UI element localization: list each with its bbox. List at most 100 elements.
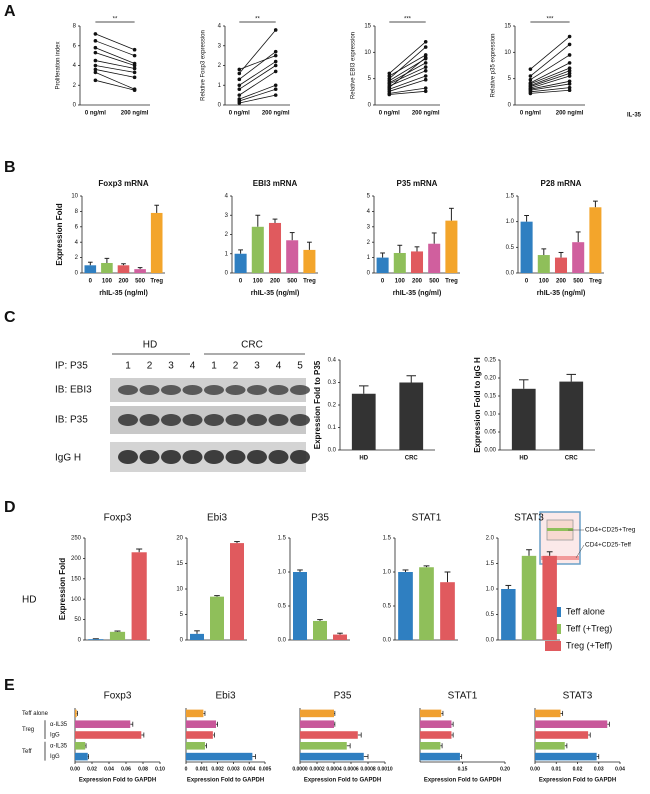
significance: ***: [546, 17, 554, 23]
transwell: [539, 511, 581, 565]
y-tick-label: 1: [225, 251, 229, 257]
x-tick-label: Treg: [445, 279, 458, 285]
pair-line: [389, 79, 426, 92]
blot-band: [139, 385, 160, 395]
pair-line: [95, 69, 135, 78]
y-tick-label: 6: [73, 43, 77, 49]
legend-swatch: [545, 641, 561, 651]
bar: [376, 257, 389, 273]
x-tick-label: CRC: [565, 456, 579, 462]
x-tick-label: 0 ng/ml: [85, 111, 106, 117]
bar: [399, 382, 424, 450]
pair-line: [389, 66, 426, 85]
point: [273, 83, 278, 88]
point: [237, 67, 242, 72]
x-tick-label: 0 ng/ml: [229, 111, 250, 117]
y-tick-label: 5: [508, 76, 512, 82]
y-tick-label: 0.0: [486, 638, 495, 644]
pair-line: [530, 89, 570, 94]
pair-line: [239, 88, 276, 102]
blot-band: [182, 385, 203, 395]
y-tick-label: 0.2: [328, 403, 337, 409]
lane-label: 1: [211, 361, 217, 372]
y-tick-label: 1.0: [506, 219, 515, 225]
pair-line: [389, 57, 426, 88]
point: [528, 77, 533, 82]
bar: [117, 265, 130, 273]
point: [567, 74, 572, 78]
x-tick-label: 0 ng/ml: [379, 111, 400, 117]
y-tick-label: 10: [364, 50, 371, 56]
bar: [300, 731, 358, 739]
x-tick-label: 200 ng/ml: [262, 111, 290, 117]
chart-title: P35 mRNA: [397, 179, 438, 188]
point: [567, 85, 572, 90]
x-tick-label: 0.02: [573, 766, 583, 772]
bar: [520, 221, 533, 273]
significance: **: [113, 17, 118, 23]
x-tick-label: 200 ng/ml: [121, 111, 149, 117]
point: [237, 101, 242, 105]
y-tick-label: 1.5: [278, 536, 287, 542]
blot-band: [290, 414, 310, 426]
chart-title: Foxp3: [104, 513, 132, 524]
bar: [420, 752, 460, 761]
y-tick-label: 15: [364, 24, 371, 30]
y-tick-label: 20: [176, 536, 183, 542]
point: [423, 61, 428, 65]
blot-band: [139, 450, 160, 464]
x-tick-label: 200: [412, 279, 423, 285]
bar: [511, 388, 536, 450]
bar: [134, 269, 146, 273]
bar: [230, 543, 244, 640]
blot-band: [204, 385, 224, 395]
point: [423, 86, 428, 90]
row-group: Treg: [22, 727, 34, 733]
blot-band: [225, 414, 246, 426]
x-tick-label: 0: [89, 279, 93, 285]
y-tick-label: 1.5: [506, 194, 515, 200]
bar: [445, 220, 458, 273]
point: [567, 53, 572, 57]
bar: [186, 720, 217, 728]
y-tick-label: 0.10: [484, 412, 496, 418]
point: [273, 63, 278, 68]
x-label: Expression Fold to GAPDH: [539, 778, 616, 784]
blot-group: HD: [143, 340, 157, 351]
x-tick-label: 0.0006: [343, 766, 359, 772]
bar: [210, 596, 224, 640]
y-label: Expression Fold: [58, 558, 67, 620]
x-tick-label: 0.10: [155, 766, 165, 772]
row-group: Teff: [22, 749, 32, 755]
pair-line: [239, 65, 276, 90]
point: [273, 59, 278, 64]
panel-letter: B: [4, 159, 16, 176]
x-label: rhIL-35 (ng/ml): [537, 290, 586, 297]
y-tick-label: 4: [218, 24, 222, 30]
point: [567, 88, 572, 93]
x-tick-label: 0.08: [138, 766, 148, 772]
bar: [131, 552, 147, 640]
bar: [440, 582, 455, 640]
y-tick-label: 0.1: [328, 425, 337, 431]
x-tick-label: 0: [381, 279, 385, 285]
y-tick-label: 0.0: [383, 638, 392, 644]
y-tick-label: 0.5: [506, 245, 515, 251]
pair-line: [530, 73, 570, 87]
y-label: Relative Foxp3 expression: [201, 30, 207, 101]
blot-band: [268, 385, 289, 395]
pair-line: [95, 33, 135, 51]
bar: [75, 720, 131, 728]
bar: [554, 257, 568, 273]
y-tick-label: 10: [504, 50, 511, 56]
legend-label: Teff (+Treg): [566, 623, 612, 633]
point: [423, 53, 428, 57]
pair-line: [530, 62, 570, 84]
x-label: Expression Fold to GAPDH: [79, 778, 156, 784]
x-tick-label: 0.00: [70, 766, 80, 772]
pair-line: [530, 67, 570, 85]
row-group: Teff alone: [22, 711, 49, 717]
y-tick-label: 4: [73, 63, 77, 69]
y-tick-label: 2: [75, 255, 79, 261]
x-tick-label: HD: [359, 456, 368, 462]
